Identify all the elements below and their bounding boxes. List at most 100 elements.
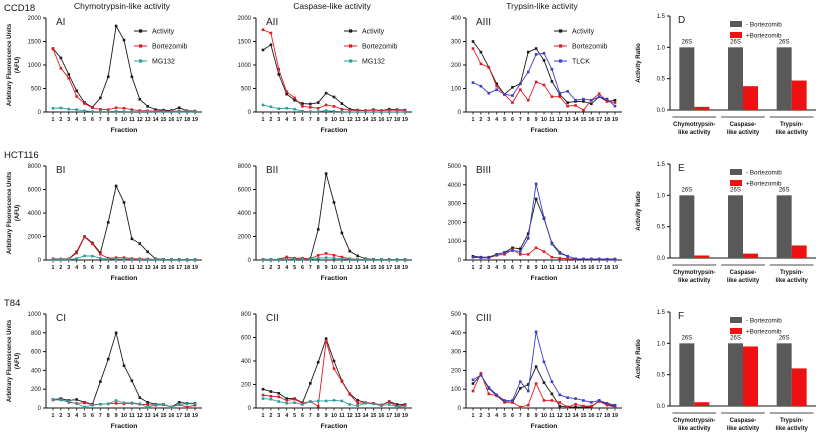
- data-point-marker: [309, 382, 312, 385]
- data-point-marker: [395, 405, 399, 409]
- bar-plus-bortezomib: [791, 368, 807, 406]
- x-tick-label: 4: [75, 265, 78, 271]
- bar-chart-e: 0.0 0.5 1.0 1.5 Activity Ratio 26S Chymotrypsi…: [635, 162, 816, 284]
- data-point-marker: [185, 110, 189, 114]
- x-tick-label: 18: [184, 265, 190, 271]
- data-point-marker: [277, 107, 281, 111]
- x-tick-label: 2: [59, 117, 62, 123]
- x-tick-label: 17: [386, 265, 392, 271]
- x-tick-label: 12: [137, 265, 143, 271]
- data-point-marker: [613, 104, 617, 108]
- category-label-line2: like activity: [775, 278, 808, 284]
- data-point-marker: [99, 108, 102, 111]
- y-tick-label: 0.0: [657, 256, 666, 262]
- data-point-marker: [99, 402, 102, 406]
- data-point-marker: [574, 397, 577, 400]
- x-tick-label: 5: [293, 117, 296, 123]
- panel-tag-biii: BIII: [476, 165, 492, 176]
- data-point-marker: [372, 108, 375, 112]
- x-tick-label: 17: [596, 265, 602, 271]
- panel-bi: BI 0 2000 4000 6000 8000 1 2 3 4 5 6 7 8 9 10 11 12 13 14 1…: [2, 148, 208, 295]
- data-point-marker: [324, 339, 328, 343]
- x-tick-label: 13: [145, 413, 151, 419]
- data-point-marker: [487, 256, 491, 260]
- legend-swatch: [730, 328, 742, 334]
- data-point-marker: [487, 91, 491, 95]
- x-tick-label: 11: [129, 265, 135, 271]
- data-point-marker: [582, 404, 585, 408]
- data-point-marker: [487, 66, 491, 69]
- y-tick-label: 2000: [448, 220, 462, 226]
- x-axis-title: Fraction: [321, 127, 348, 134]
- data-point-marker: [534, 330, 538, 334]
- data-point-marker: [130, 110, 134, 113]
- data-point-marker: [193, 403, 197, 407]
- y-axis-title: Activity Ratio: [635, 191, 642, 231]
- data-point-marker: [114, 402, 118, 405]
- data-point-marker: [582, 399, 585, 402]
- x-tick-label: 10: [121, 413, 127, 419]
- y-tick-label: 1.5: [657, 14, 666, 20]
- data-point-marker: [534, 382, 538, 385]
- series-line-activity: [52, 331, 195, 408]
- x-tick-label: 1: [52, 265, 55, 271]
- data-point-marker: [372, 402, 375, 406]
- data-point-marker: [122, 257, 126, 261]
- x-tick-label: 15: [370, 117, 376, 123]
- x-tick-label: 4: [75, 413, 78, 419]
- bar-annotation-26s: 26S: [730, 335, 741, 341]
- panel-tag-aii: AII: [266, 17, 279, 28]
- data-point-marker: [146, 401, 149, 404]
- x-tick-label: 6: [91, 265, 94, 271]
- bar-annotation-26s: 26S: [779, 335, 790, 341]
- data-point-marker: [285, 92, 288, 96]
- data-point-marker: [332, 399, 336, 402]
- x-tick-label: 16: [378, 265, 384, 271]
- legend-marker: [139, 29, 143, 33]
- y-tick-label: 1.0: [657, 341, 666, 347]
- category-label-line1: Chymotrypsin-: [673, 122, 715, 128]
- x-tick-label: 12: [137, 413, 143, 419]
- x-axis-title: Fraction: [531, 275, 558, 282]
- x-tick-label: 9: [535, 117, 538, 123]
- bar-plus-bortezomib: [791, 80, 807, 110]
- x-tick-label: 18: [394, 413, 400, 419]
- legend-label: +Bortezomib: [746, 329, 782, 336]
- data-point-marker: [67, 400, 71, 403]
- row-label-t84: T84: [4, 298, 21, 309]
- data-point-marker: [83, 401, 86, 405]
- data-point-marker: [503, 251, 506, 254]
- x-tick-label: 14: [153, 265, 159, 271]
- x-tick-label: 3: [67, 265, 70, 271]
- data-point-marker: [550, 255, 554, 259]
- data-point-marker: [574, 257, 577, 261]
- data-point-marker: [106, 108, 110, 111]
- x-tick-label: 1: [262, 413, 265, 419]
- data-point-marker: [511, 246, 514, 250]
- axes: [45, 314, 202, 409]
- x-tick-label: 2: [479, 265, 482, 271]
- data-point-marker: [380, 404, 383, 407]
- y-axis-title: Activity Ratio: [635, 43, 642, 83]
- data-point-marker: [324, 103, 328, 107]
- category-label-line1: Caspase-: [730, 270, 757, 276]
- data-point-marker: [138, 98, 142, 101]
- data-point-marker: [261, 393, 265, 397]
- legend-label: - Bortezomib: [746, 170, 782, 177]
- data-point-marker: [185, 402, 189, 406]
- data-point-marker: [162, 402, 165, 406]
- data-point-marker: [348, 258, 352, 261]
- x-tick-label: 4: [495, 117, 498, 123]
- y-tick-label: 200: [451, 63, 462, 69]
- category-label-line2: like activity: [727, 130, 760, 136]
- x-tick-label: 7: [309, 413, 312, 419]
- x-tick-label: 2: [59, 265, 62, 271]
- series-line-activity: [262, 173, 406, 260]
- x-tick-label: 8: [107, 117, 110, 123]
- x-axis-title: Fraction: [111, 423, 138, 430]
- data-point-marker: [403, 403, 407, 407]
- data-point-marker: [83, 254, 86, 258]
- data-point-marker: [316, 110, 320, 113]
- x-tick-label: 5: [293, 413, 296, 419]
- x-tick-label: 3: [487, 117, 490, 123]
